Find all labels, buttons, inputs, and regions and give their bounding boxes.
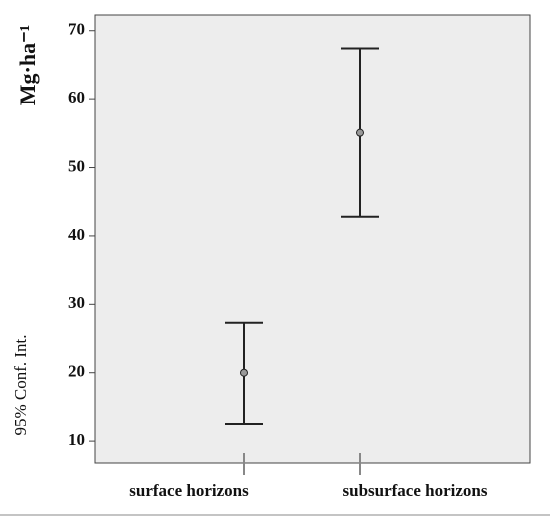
y-tick-label: 10 bbox=[68, 430, 85, 449]
y-tick-label: 60 bbox=[68, 88, 85, 107]
mean-marker bbox=[356, 128, 364, 137]
y-tick-label: 20 bbox=[68, 362, 85, 381]
mean-marker bbox=[240, 368, 248, 377]
x-tick-label: surface horizons bbox=[129, 481, 249, 500]
y-tick-label: 30 bbox=[68, 293, 85, 312]
y-tick-label: 50 bbox=[68, 156, 85, 175]
y-axis-label-secondary: 95% Conf. Int. bbox=[11, 334, 30, 435]
y-tick-label: 70 bbox=[68, 20, 85, 39]
plot-area bbox=[94, 14, 531, 464]
y-tick-label: 40 bbox=[68, 225, 85, 244]
x-tick-label: subsurface horizons bbox=[343, 481, 488, 500]
y-axis-label: Mg·ha⁻¹ bbox=[15, 25, 40, 106]
